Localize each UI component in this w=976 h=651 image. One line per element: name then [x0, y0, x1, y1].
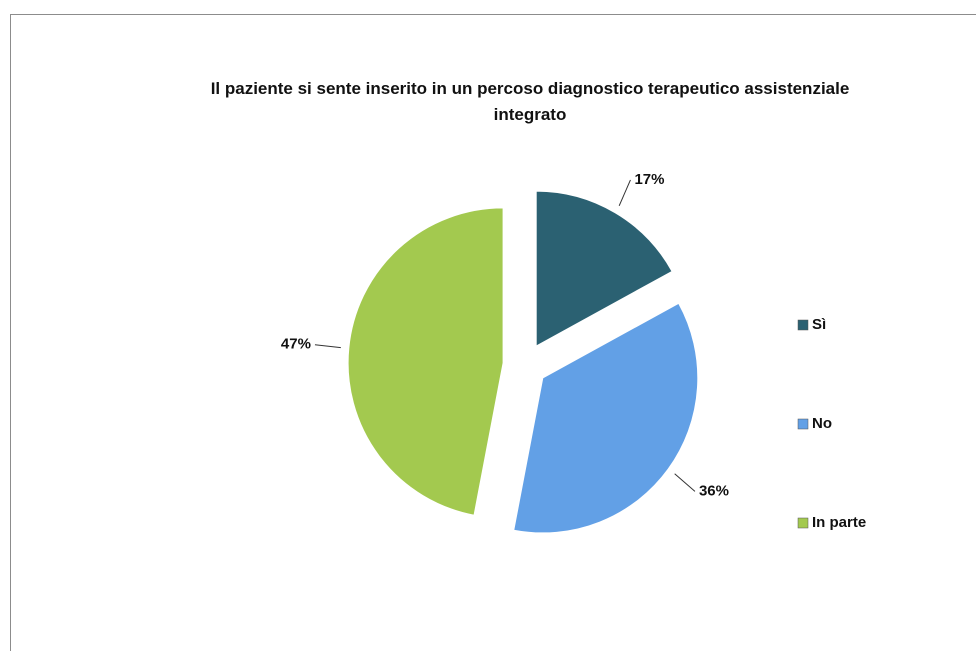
data-label: 17%: [634, 171, 664, 188]
legend-swatch: [797, 319, 809, 331]
legend-label: Sì: [812, 316, 826, 333]
data-label: 47%: [281, 336, 311, 353]
chart-title: Il paziente si sente inserito in un perc…: [210, 79, 850, 124]
legend-label: In parte: [812, 514, 866, 531]
legend-swatch: [797, 517, 809, 529]
pie-slice: [535, 190, 673, 347]
chart-frame: [10, 14, 976, 651]
leader-line: [618, 179, 631, 206]
pie-slice: [513, 302, 699, 534]
pie-slice: [347, 207, 504, 516]
legend-label: No: [812, 415, 832, 432]
leader-line: [314, 344, 341, 349]
legend-swatch: [797, 418, 809, 430]
data-label: 36%: [699, 482, 729, 499]
leader-line: [674, 473, 696, 492]
